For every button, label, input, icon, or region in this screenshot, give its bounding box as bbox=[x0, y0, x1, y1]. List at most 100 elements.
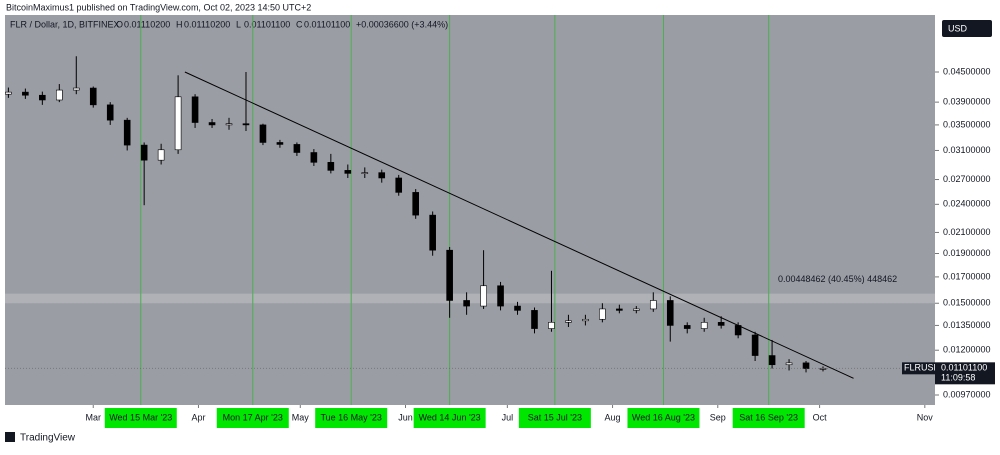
plot-background bbox=[5, 15, 935, 405]
y-tick-label: 0.04500000 bbox=[943, 66, 991, 76]
x-tick-label: Nov bbox=[917, 412, 934, 422]
candle-body bbox=[599, 308, 606, 320]
x-tick-label: May bbox=[292, 412, 310, 422]
candle-body bbox=[412, 192, 419, 216]
candle-body bbox=[293, 144, 301, 153]
x-tick-label: Jul bbox=[502, 412, 514, 422]
logo-icon bbox=[5, 432, 15, 442]
candle-body bbox=[649, 300, 657, 310]
marker-label: Sat 15 Jul '23 bbox=[528, 412, 582, 422]
candle-body bbox=[548, 322, 555, 329]
candle-body bbox=[22, 91, 29, 96]
candle-body bbox=[565, 320, 572, 323]
symbol-tag-text: FLRUSD bbox=[904, 363, 941, 373]
y-tick-label: 0.03100000 bbox=[943, 145, 991, 155]
candle-body bbox=[123, 119, 131, 146]
y-tick-label: 0.01350000 bbox=[943, 320, 991, 330]
publisher: BitcoinMaximus1 published on TradingView… bbox=[6, 2, 311, 12]
ohlc-value: 0.01101100 bbox=[304, 19, 350, 29]
ohlc-key: C bbox=[296, 19, 303, 29]
marker-label: Sat 16 Sep '23 bbox=[739, 412, 798, 422]
candle-body bbox=[480, 285, 487, 307]
marker-label-bg bbox=[315, 408, 388, 428]
currency: USD bbox=[948, 23, 968, 33]
y-tick-label: 0.01900000 bbox=[943, 248, 991, 258]
candle-body bbox=[768, 355, 776, 366]
marker-label-bg bbox=[104, 408, 177, 428]
candle-body bbox=[633, 308, 640, 311]
price-tag bbox=[935, 362, 995, 385]
price-tag-text: 0.01101100 bbox=[941, 363, 987, 373]
y-tick-label: 0.01500000 bbox=[943, 298, 991, 308]
marker-label: Wed 15 Mar '23 bbox=[109, 412, 172, 422]
ohlc-key: H bbox=[176, 19, 183, 29]
candle-body bbox=[395, 177, 403, 193]
candle-body bbox=[5, 91, 12, 95]
range-box bbox=[5, 293, 935, 304]
ohlc-key: O bbox=[116, 19, 123, 29]
ohlc-value: 0.01110200 bbox=[184, 19, 230, 29]
candle-body bbox=[106, 104, 114, 121]
candle-body bbox=[819, 368, 827, 370]
candle-body bbox=[259, 124, 267, 143]
candle-body bbox=[361, 172, 369, 174]
candle-body bbox=[276, 142, 284, 145]
x-tick-label: Mar bbox=[85, 412, 101, 422]
y-tick-label: 0.02400000 bbox=[943, 199, 991, 209]
marker-label-bg bbox=[518, 408, 591, 428]
candle-body bbox=[463, 300, 470, 307]
marker-label: Wed 14 Jun '23 bbox=[419, 412, 481, 422]
candle-body bbox=[582, 318, 589, 322]
countdown: 11:09:58 bbox=[941, 373, 975, 383]
candle-body bbox=[497, 285, 504, 307]
candle-body bbox=[310, 152, 318, 163]
candle-body bbox=[700, 322, 708, 329]
candle-body bbox=[191, 96, 199, 123]
marker-label-bg bbox=[627, 408, 700, 428]
marker-label: Mon 17 Apr '23 bbox=[223, 412, 283, 422]
marker-label-bg bbox=[413, 408, 486, 428]
range-label: 0.00448462 (40.45%) 448462 bbox=[778, 274, 897, 284]
footer: TradingView bbox=[20, 433, 76, 444]
x-tick-label: Jun bbox=[398, 412, 413, 422]
currency-button[interactable] bbox=[942, 20, 992, 37]
y-tick-label: 0.03900000 bbox=[943, 97, 991, 107]
candle-body bbox=[225, 123, 233, 126]
ohlc-legend: O 0.01110200 H 0.01110200 L 0.01101100 C 0.0110… bbox=[116, 19, 448, 29]
candle-body bbox=[89, 87, 97, 106]
candle-body bbox=[56, 89, 63, 101]
y-tick-label: 0.01700000 bbox=[943, 271, 991, 281]
candle-body bbox=[378, 172, 386, 179]
candle-body bbox=[785, 362, 793, 366]
x-tick-label: Sep bbox=[710, 412, 726, 422]
candle-body bbox=[751, 334, 759, 356]
marker-label: Wed 16 Aug '23 bbox=[632, 412, 695, 422]
trendline bbox=[184, 71, 854, 379]
candle-body bbox=[327, 162, 335, 171]
y-tick-label: 0.02700000 bbox=[943, 174, 991, 184]
change: +0.00036600 (+3.44%) bbox=[356, 19, 448, 29]
candle-body bbox=[140, 144, 148, 161]
y-tick-label: 0.02100000 bbox=[943, 227, 991, 237]
symbol-tag bbox=[902, 362, 935, 375]
candle-body bbox=[39, 94, 46, 101]
marker-label-bg bbox=[216, 408, 289, 428]
symbol: FLR / Dollar, 1D, BITFINEX bbox=[10, 19, 120, 29]
candle-body bbox=[242, 123, 250, 126]
candle-body bbox=[717, 322, 725, 326]
y-tick-label: 0.03500000 bbox=[943, 119, 991, 129]
x-tick-label: Apr bbox=[191, 412, 205, 422]
y-tick-label: 0.01200000 bbox=[943, 345, 991, 355]
x-tick-label: Oct bbox=[813, 412, 828, 422]
y-tick-label: 0.00970000 bbox=[943, 389, 991, 399]
candle-body bbox=[683, 325, 691, 329]
candle-body bbox=[666, 300, 674, 326]
candle-body bbox=[174, 96, 182, 151]
x-tick-label: Aug bbox=[605, 412, 621, 422]
marker-label-bg bbox=[732, 408, 805, 428]
candle-body bbox=[616, 308, 623, 311]
candle-body bbox=[514, 305, 521, 311]
candle-body bbox=[429, 214, 436, 251]
candle-body bbox=[446, 249, 453, 301]
candle-body bbox=[72, 87, 80, 91]
